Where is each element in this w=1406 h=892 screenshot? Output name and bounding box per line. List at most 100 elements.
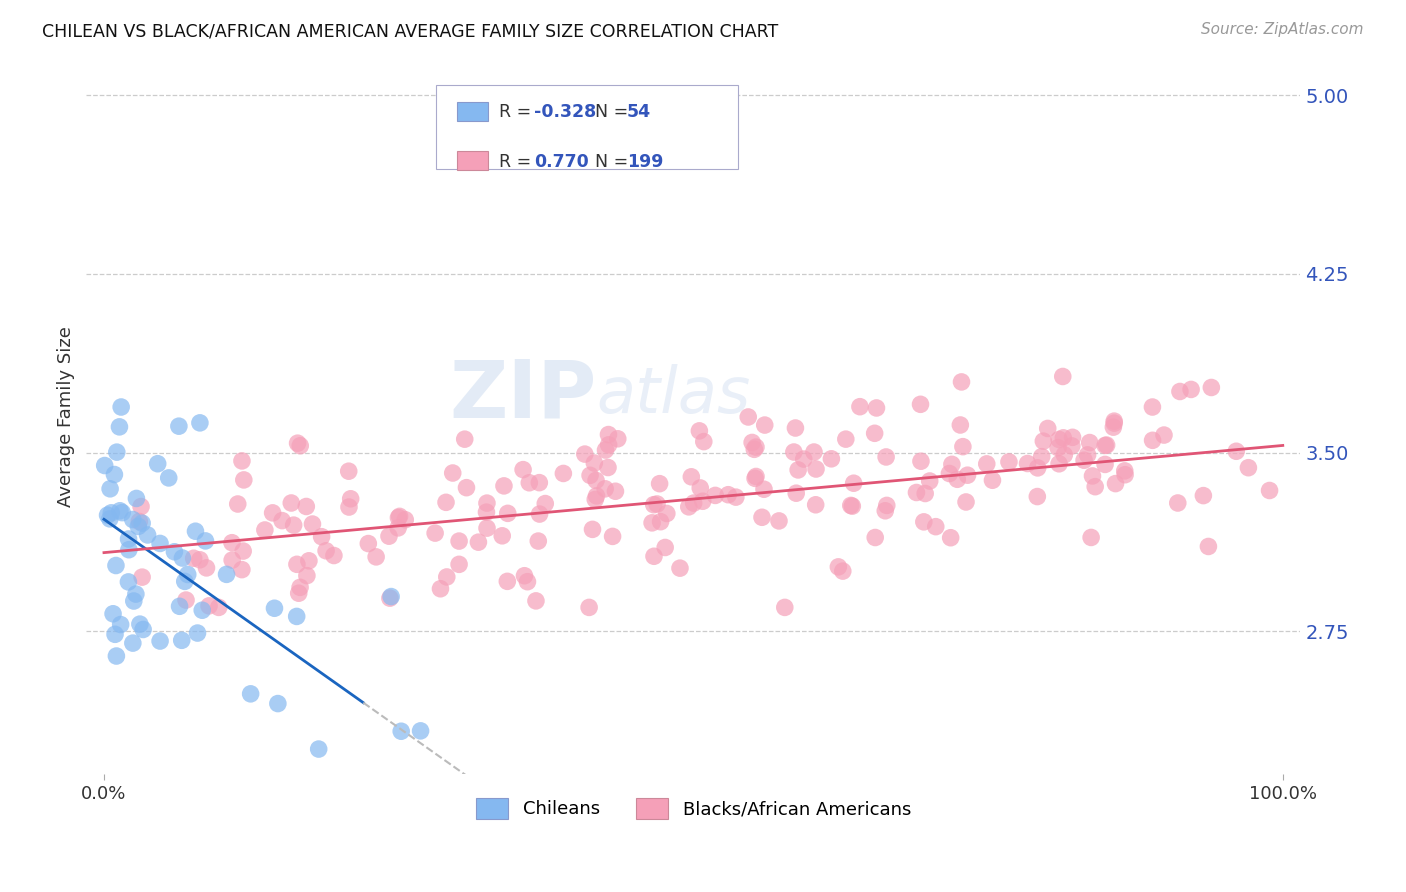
Point (941, 458, 963, 472)
Point (925, 519, 948, 533)
Point (110, 617, 132, 632)
Point (849, 400, 872, 414)
Point (583, 456, 606, 470)
Point (918, 474, 941, 488)
Text: 0.770: 0.770 (534, 153, 589, 170)
Point (378, 529, 401, 543)
Point (863, 426, 886, 441)
Point (835, 432, 858, 446)
Text: 54: 54 (627, 103, 651, 121)
Point (842, 476, 865, 491)
Point (388, 509, 411, 524)
Point (173, 574, 195, 589)
Point (98, 512, 121, 526)
Point (981, 473, 1004, 487)
Point (287, 586, 309, 600)
Point (585, 474, 607, 488)
Point (1153, 428, 1175, 442)
Point (288, 580, 311, 594)
Point (188, 416, 211, 430)
Y-axis label: Average Family Size: Average Family Size (58, 326, 75, 508)
Point (184, 524, 207, 539)
Point (104, 558, 127, 573)
Text: R =: R = (499, 153, 537, 170)
Point (517, 475, 540, 490)
Point (831, 564, 853, 578)
Point (280, 496, 302, 510)
Point (496, 574, 519, 589)
Point (693, 434, 716, 449)
Point (232, 544, 254, 558)
Point (905, 485, 928, 500)
Point (785, 486, 807, 500)
Point (976, 457, 998, 471)
Point (1081, 469, 1104, 483)
Point (194, 533, 217, 548)
Point (1237, 460, 1260, 475)
Point (1258, 483, 1281, 498)
Point (876, 499, 898, 513)
Point (378, 591, 401, 606)
Point (820, 451, 842, 466)
Point (454, 432, 477, 446)
Point (585, 489, 607, 503)
Point (669, 561, 692, 575)
Point (654, 541, 676, 555)
Point (475, 521, 498, 535)
Point (841, 499, 863, 513)
Point (491, 529, 513, 543)
Point (186, 626, 208, 640)
Point (939, 531, 962, 545)
Point (366, 549, 388, 564)
Point (516, 574, 538, 589)
Point (226, 497, 249, 511)
Point (1168, 384, 1191, 399)
Point (1094, 458, 1116, 472)
Point (136, 528, 159, 542)
Point (267, 697, 290, 711)
Point (581, 522, 603, 536)
Point (745, 440, 768, 454)
Point (441, 466, 464, 480)
Point (938, 467, 960, 481)
Point (593, 482, 616, 496)
Point (643, 549, 665, 564)
Point (232, 473, 254, 487)
Point (724, 490, 747, 504)
Point (745, 469, 768, 483)
Text: ZIP: ZIP (449, 357, 596, 434)
Point (645, 497, 668, 511)
Point (125, 587, 148, 601)
Point (380, 590, 402, 604)
Point (271, 514, 294, 528)
Point (606, 432, 628, 446)
Point (553, 467, 575, 481)
Point (773, 600, 796, 615)
Point (524, 594, 547, 608)
Point (1102, 416, 1125, 430)
Point (287, 436, 309, 450)
Point (793, 452, 815, 467)
Point (804, 498, 827, 512)
Point (744, 471, 766, 485)
Point (111, 506, 134, 520)
Point (1102, 414, 1125, 428)
Point (131, 570, 153, 584)
Text: N =: N = (595, 153, 634, 170)
Point (751, 510, 773, 524)
Point (737, 409, 759, 424)
Point (122, 594, 145, 608)
Point (301, 516, 323, 531)
Point (950, 375, 973, 389)
Point (118, 542, 141, 557)
Point (692, 494, 714, 508)
Point (191, 603, 214, 617)
Point (174, 593, 197, 607)
Point (1073, 453, 1095, 467)
Point (783, 445, 806, 459)
Point (598, 438, 620, 452)
Point (339, 491, 361, 506)
Point (1031, 450, 1053, 464)
Point (98, 482, 121, 496)
Point (298, 554, 321, 568)
